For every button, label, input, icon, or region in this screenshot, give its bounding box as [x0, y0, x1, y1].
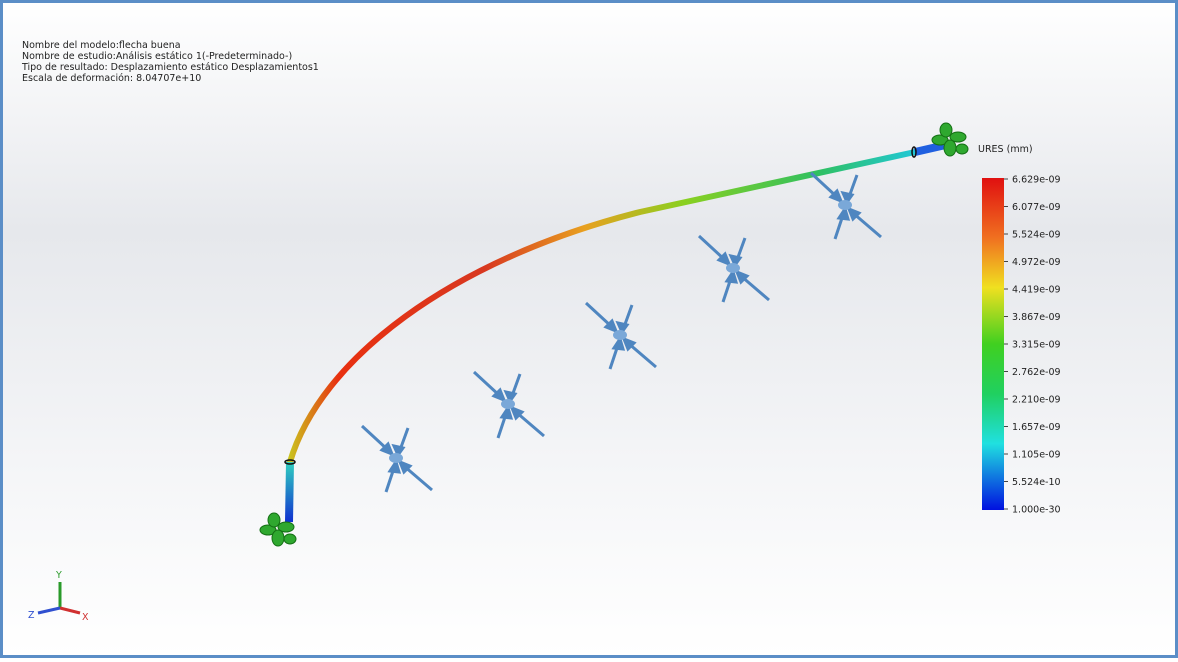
legend-label: 5.524e-10 [1012, 477, 1061, 488]
info: Nombre del modelo:flecha buena Nombre de… [21, 40, 319, 84]
legend-label: 1.657e-09 [1012, 422, 1061, 433]
legend-label: 5.524e-09 [1012, 230, 1061, 241]
info-line: Nombre del modelo:flecha buena [22, 40, 181, 51]
color-bar [982, 178, 1004, 510]
legend-label: 6.077e-09 [1012, 202, 1061, 213]
legend: URES (mm) 6.629e-09 6.077e-09 5.524e-09 4.9… [978, 144, 1061, 516]
legend-title: URES (mm) [978, 144, 1033, 155]
axis-label: Y [55, 570, 62, 581]
legend-label: 6.629e-09 [1012, 175, 1061, 186]
axis-label: Z [28, 610, 35, 621]
info-line: Tipo de resultado: Desplazamiento estáti… [21, 62, 319, 73]
triad: Y X Z [28, 570, 89, 623]
legend-label: 3.867e-09 [1012, 312, 1061, 323]
legend-label: 1.000e-30 [1012, 505, 1061, 516]
legend-label: 4.972e-09 [1012, 257, 1061, 268]
info-line: Nombre de estudio:Análisis estático 1(-P… [22, 51, 292, 62]
legend-label: 3.315e-09 [1012, 340, 1061, 351]
legend-label: 1.105e-09 [1012, 450, 1061, 461]
axis-label: X [82, 612, 89, 623]
model [259, 122, 969, 547]
legend-label: 2.210e-09 [1012, 395, 1061, 406]
legend-label: 2.762e-09 [1012, 367, 1061, 378]
info-line: Escala de deformación: 8.04707e+10 [22, 73, 201, 84]
legend-label: 4.419e-09 [1012, 285, 1061, 296]
